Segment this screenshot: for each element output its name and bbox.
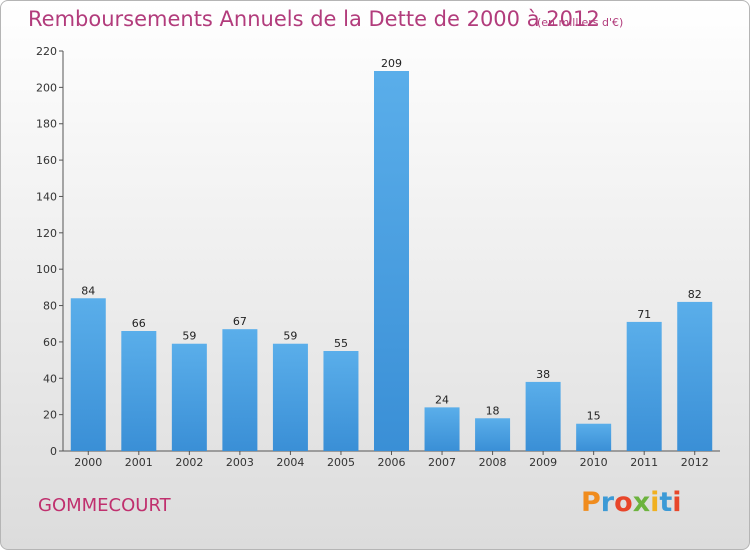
data-label: 59 xyxy=(182,330,196,343)
x-tick-label: 2003 xyxy=(226,456,254,469)
chart-unit-note: (en milliers d'€) xyxy=(537,16,624,29)
x-tick-label: 2005 xyxy=(327,456,355,469)
data-label: 67 xyxy=(233,315,247,328)
x-tick-label: 2006 xyxy=(378,456,406,469)
x-tick-label: 2007 xyxy=(428,456,456,469)
bar xyxy=(323,351,359,451)
y-tick-label: 20 xyxy=(43,409,57,422)
data-label: 84 xyxy=(81,284,95,297)
y-tick-label: 60 xyxy=(43,336,57,349)
x-tick-label: 2004 xyxy=(276,456,304,469)
data-label: 24 xyxy=(435,393,449,406)
data-label: 82 xyxy=(688,288,702,301)
bar xyxy=(70,298,106,451)
commune-name: GOMMECOURT xyxy=(38,495,171,516)
bar xyxy=(222,329,258,451)
data-label: 59 xyxy=(283,330,297,343)
bar xyxy=(121,331,157,451)
y-tick-label: 220 xyxy=(36,45,57,58)
bar xyxy=(272,343,308,451)
data-label: 18 xyxy=(486,404,500,417)
x-tick-label: 2012 xyxy=(681,456,709,469)
y-tick-label: 180 xyxy=(36,118,57,131)
bar xyxy=(171,343,207,451)
chart-title: Remboursements Annuels de la Dette de 20… xyxy=(28,7,600,31)
bar xyxy=(576,423,612,451)
proxiti-logo: Proxiti xyxy=(581,487,682,518)
data-label: 209 xyxy=(381,57,402,70)
y-tick-label: 200 xyxy=(36,81,57,94)
data-label: 38 xyxy=(536,368,550,381)
data-label: 15 xyxy=(587,410,601,423)
y-tick-label: 100 xyxy=(36,263,57,276)
x-tick-label: 2010 xyxy=(580,456,608,469)
bar xyxy=(374,71,409,451)
y-tick-label: 0 xyxy=(50,445,57,458)
y-tick-label: 160 xyxy=(36,154,57,167)
bar xyxy=(475,418,511,451)
x-tick-label: 2002 xyxy=(175,456,203,469)
x-tick-label: 2001 xyxy=(125,456,153,469)
x-tick-label: 2011 xyxy=(630,456,658,469)
bar xyxy=(424,407,460,451)
y-tick-label: 120 xyxy=(36,227,57,240)
data-label: 66 xyxy=(132,317,146,330)
y-tick-label: 80 xyxy=(43,300,57,313)
x-tick-label: 2008 xyxy=(479,456,507,469)
y-tick-label: 140 xyxy=(36,190,57,203)
y-tick-label: 40 xyxy=(43,372,57,385)
bar xyxy=(626,321,662,451)
data-label: 71 xyxy=(637,308,651,321)
x-tick-label: 2009 xyxy=(529,456,557,469)
bar xyxy=(525,381,561,451)
bar xyxy=(677,301,713,451)
x-tick-label: 2000 xyxy=(74,456,102,469)
data-label: 55 xyxy=(334,337,348,350)
